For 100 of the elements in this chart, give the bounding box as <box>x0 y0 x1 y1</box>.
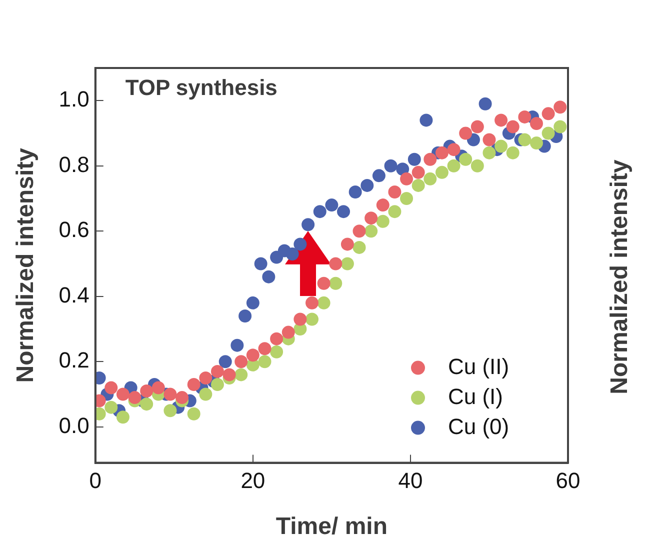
point <box>364 212 378 225</box>
y-tick-label: 0.2 <box>58 348 90 373</box>
point <box>164 388 177 401</box>
y-tick-label: 0.0 <box>58 412 90 438</box>
point <box>282 326 295 339</box>
point <box>518 133 532 146</box>
point <box>116 388 130 401</box>
point <box>262 270 276 284</box>
point <box>518 110 532 124</box>
point <box>364 224 378 238</box>
y-axis-title: Normalized intensity <box>12 147 40 383</box>
point <box>424 152 437 166</box>
point <box>234 355 248 368</box>
point <box>294 312 307 326</box>
point <box>424 172 437 186</box>
point <box>447 143 460 156</box>
point <box>388 185 402 198</box>
point <box>506 120 520 134</box>
point <box>104 381 118 394</box>
point <box>470 120 484 134</box>
point <box>329 276 342 290</box>
point <box>104 400 118 414</box>
point <box>286 247 299 260</box>
point <box>128 391 142 404</box>
point <box>372 169 386 182</box>
point <box>317 296 330 310</box>
point <box>270 345 284 358</box>
point <box>230 338 244 352</box>
point <box>435 146 448 160</box>
y-tick-label: 0.8 <box>58 152 90 177</box>
point <box>270 332 284 346</box>
point <box>302 218 315 232</box>
point <box>384 159 398 172</box>
point <box>360 178 374 192</box>
point <box>542 126 555 140</box>
point <box>340 238 354 251</box>
point <box>459 152 472 166</box>
x-tick-label: 60 <box>556 468 580 494</box>
point <box>187 407 200 420</box>
point <box>246 296 260 310</box>
legend-label: Cu (0) <box>448 414 510 439</box>
point <box>140 384 154 398</box>
point <box>306 296 318 310</box>
y-tick-label: 1.0 <box>58 86 90 112</box>
point <box>238 309 252 322</box>
point <box>140 398 154 411</box>
point <box>352 224 366 238</box>
point <box>494 140 508 153</box>
point <box>435 166 448 179</box>
point <box>554 100 567 114</box>
y-tick-label: 0.4 <box>58 282 90 308</box>
x-tick-label: 20 <box>240 468 266 494</box>
point <box>218 355 232 368</box>
point <box>530 136 543 150</box>
point <box>176 391 189 404</box>
point <box>408 152 421 166</box>
point <box>254 257 268 270</box>
point <box>482 146 496 160</box>
point <box>494 114 508 127</box>
point <box>325 198 338 212</box>
point <box>340 257 354 270</box>
point <box>313 205 326 218</box>
point <box>420 114 433 127</box>
point <box>317 276 330 290</box>
point <box>400 172 414 186</box>
point <box>459 126 472 140</box>
point <box>337 205 350 218</box>
point <box>482 133 496 146</box>
point <box>258 342 272 356</box>
point <box>470 159 484 172</box>
point <box>376 214 390 228</box>
point <box>199 388 212 401</box>
point <box>412 178 425 192</box>
text: Normalized intensity <box>606 160 634 394</box>
point <box>352 240 366 254</box>
point <box>152 381 165 394</box>
legend-label: Cu (I) <box>448 384 503 409</box>
point <box>234 368 248 382</box>
x-tick-label: 0 <box>89 468 102 494</box>
chart-title: TOP synthesis <box>125 75 278 100</box>
point <box>506 146 520 160</box>
point <box>246 348 260 362</box>
legend-label: Cu (II) <box>448 354 510 379</box>
point <box>210 364 224 378</box>
point <box>400 192 414 206</box>
point <box>376 198 390 212</box>
point <box>199 371 212 384</box>
point <box>412 166 425 179</box>
point <box>116 410 130 424</box>
point <box>306 312 318 326</box>
point <box>329 257 342 270</box>
point <box>388 205 402 218</box>
point <box>542 107 555 120</box>
point <box>348 185 362 198</box>
y-tick-label: 0.6 <box>58 217 90 242</box>
point <box>447 159 460 172</box>
point <box>396 162 410 176</box>
x-axis-title: Time/ min <box>276 513 388 540</box>
point <box>164 404 177 418</box>
point <box>187 378 200 391</box>
